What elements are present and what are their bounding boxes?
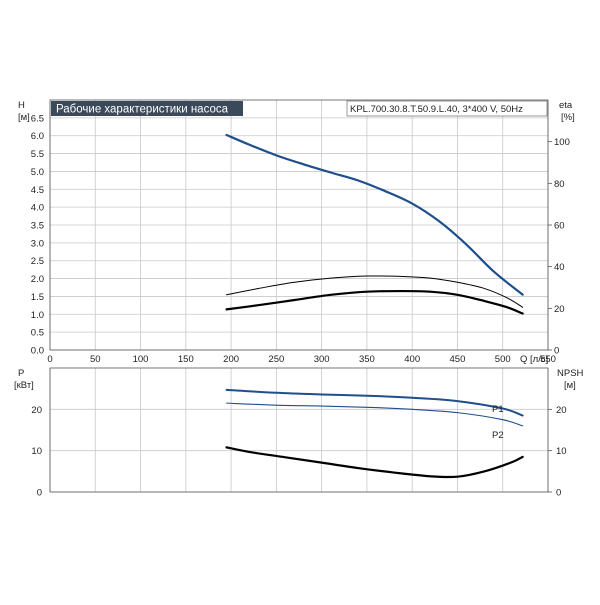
x-tick-label: 300 bbox=[314, 354, 330, 365]
x-tick-label: 450 bbox=[450, 354, 466, 365]
x-tick-label: 0 bbox=[47, 354, 52, 365]
h-tick-label: 5.5 bbox=[31, 149, 44, 160]
p-tick-label: 20 bbox=[31, 405, 42, 416]
npsh-axis-name: NPSH bbox=[557, 368, 584, 379]
x-tick-label: 500 bbox=[495, 354, 511, 365]
eta-tick-label: 40 bbox=[554, 262, 565, 273]
npsh-curve bbox=[225, 446, 524, 479]
x-tick-label: 400 bbox=[404, 354, 420, 365]
h-tick-label: 6.0 bbox=[31, 131, 44, 142]
x-tick-label: 100 bbox=[133, 354, 149, 365]
h-tick-label: 3.0 bbox=[31, 238, 44, 249]
p-axis-name: P bbox=[18, 368, 24, 379]
h-tick-label: 0.0 bbox=[31, 346, 44, 357]
series-label-p2: P2 bbox=[492, 430, 504, 441]
h-tick-label: 4.5 bbox=[31, 185, 44, 196]
h-tick-label: 2.5 bbox=[31, 256, 44, 267]
h-tick-label: 6.5 bbox=[31, 113, 44, 124]
h-tick-label: 1.0 bbox=[31, 310, 44, 321]
h-tick-label: 1.5 bbox=[31, 292, 44, 303]
bottom-plot-frame bbox=[49, 367, 549, 493]
eta-tick-label: 0 bbox=[554, 346, 559, 357]
npsh-tick-label: 0 bbox=[556, 488, 561, 499]
eta-tick-label: 60 bbox=[554, 221, 565, 232]
h-tick-label: 2.0 bbox=[31, 274, 44, 285]
model-label-box bbox=[346, 100, 548, 117]
p-tick-label: 0 bbox=[37, 488, 42, 499]
eta-curve-1 bbox=[226, 275, 524, 308]
h-axis-unit: [м] bbox=[18, 112, 30, 123]
top-plot-ticks: 0 50 100 150 200 250 300 350 400 450 500 5500.00.51… bbox=[31, 113, 570, 365]
eta-tick-label: 20 bbox=[554, 304, 565, 315]
top-plot-series bbox=[225, 133, 524, 315]
h-tick-label: 4.0 bbox=[31, 203, 44, 214]
model-label: KPL.700.30.8.T.50.9.L.40, 3*400 V, 50Hz bbox=[350, 104, 523, 115]
series-label-p1: P1 bbox=[492, 404, 504, 415]
npsh-tick-label: 10 bbox=[556, 446, 567, 457]
eta-axis-unit: [%] bbox=[561, 112, 575, 123]
eta-tick-label: 100 bbox=[554, 137, 570, 148]
h-tick-label: 3.5 bbox=[31, 221, 44, 232]
h-axis-name: H bbox=[18, 100, 25, 111]
eta-curve-2 bbox=[225, 289, 524, 315]
x-tick-label: 50 bbox=[90, 354, 101, 365]
npsh-tick-label: 20 bbox=[556, 405, 567, 416]
chart-title: Рабочие характеристики насоса bbox=[56, 104, 229, 116]
chart-title-background bbox=[51, 101, 243, 116]
p-tick-label: 10 bbox=[31, 446, 42, 457]
power-p2-curve bbox=[226, 402, 524, 427]
x-tick-label: 150 bbox=[178, 354, 194, 365]
h-tick-label: 5.0 bbox=[31, 167, 44, 178]
q-axis-label: Q [л/с] bbox=[520, 354, 548, 365]
x-tick-label: 250 bbox=[268, 354, 284, 365]
bottom-plot-series bbox=[225, 388, 524, 479]
x-tick-label: 550 bbox=[540, 354, 556, 365]
eta-axis-name: eta bbox=[559, 100, 573, 111]
x-tick-label: 200 bbox=[223, 354, 239, 365]
eta-tick-label: 80 bbox=[554, 179, 565, 190]
power-p1-curve bbox=[225, 388, 524, 417]
npsh-axis-unit: [м] bbox=[564, 380, 576, 391]
x-tick-label: 350 bbox=[359, 354, 375, 365]
bottom-plot-ticks: 0 10 20 0 10 20 bbox=[31, 405, 566, 499]
h-tick-label: 0.5 bbox=[31, 328, 44, 339]
head-curve bbox=[225, 133, 524, 296]
p-axis-unit: [кВт] bbox=[14, 380, 34, 391]
